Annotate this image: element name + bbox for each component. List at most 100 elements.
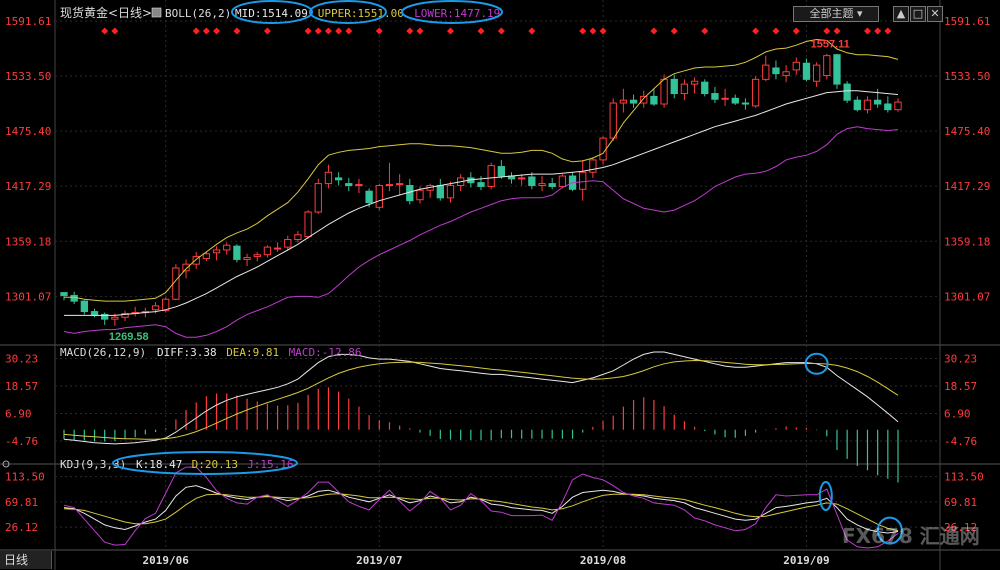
highlight-circle bbox=[804, 352, 829, 375]
up-arrow-button[interactable]: ▲ bbox=[893, 6, 909, 22]
kdj-tick-left: 113.50 bbox=[5, 471, 45, 484]
signal-marker bbox=[833, 27, 841, 35]
signal-marker bbox=[111, 27, 119, 35]
legend-lower: LOWER:1477.19 bbox=[414, 7, 500, 20]
close-button[interactable]: ✕ bbox=[927, 6, 943, 22]
candle-body bbox=[619, 99, 628, 104]
highlight-circle bbox=[309, 0, 387, 24]
kdj-k-line bbox=[63, 485, 899, 534]
macd-tick-left: 30.23 bbox=[5, 353, 38, 366]
candle-body bbox=[833, 54, 841, 85]
window-button[interactable]: □ bbox=[910, 6, 926, 22]
candle-body bbox=[192, 256, 200, 265]
price-tick-left: 1359.18 bbox=[5, 235, 51, 248]
candle-body bbox=[701, 81, 709, 95]
price-tick-left: 1533.50 bbox=[5, 70, 51, 83]
kdj-tick-left: 26.12 bbox=[5, 521, 38, 534]
legend-macd: MACD:-12.86 bbox=[289, 346, 362, 359]
settings-icon bbox=[2, 460, 10, 468]
candle-body bbox=[538, 183, 546, 187]
price-panel: 1557.11 1269.58 bbox=[60, 27, 902, 343]
signal-marker bbox=[335, 27, 343, 35]
signal-marker bbox=[446, 27, 454, 35]
candle-body bbox=[711, 93, 719, 100]
signal-marker bbox=[345, 27, 353, 35]
signal-marker bbox=[416, 27, 424, 35]
signal-marker bbox=[599, 27, 607, 35]
window-icon: □ bbox=[912, 7, 924, 20]
candle-body bbox=[731, 97, 739, 104]
candle-body bbox=[202, 253, 211, 259]
candle-body bbox=[233, 245, 241, 260]
macd-tick-left: -4.76 bbox=[5, 435, 38, 448]
candle-body bbox=[375, 185, 383, 208]
candle-body bbox=[60, 292, 68, 296]
candle-body bbox=[284, 239, 292, 248]
legends: 现货黄金<日线> BOLL(26,2) MID:1514.09 UPPER:1551.… bbox=[2, 0, 503, 475]
signal-marker bbox=[202, 27, 210, 35]
chevron-down-icon: ▾ bbox=[856, 7, 863, 20]
candle-body bbox=[121, 312, 129, 318]
macd-tick-right: -4.76 bbox=[944, 435, 977, 448]
candle-body bbox=[863, 99, 872, 111]
signal-marker bbox=[874, 27, 882, 35]
macd-tick-left: 6.90 bbox=[5, 407, 32, 420]
signal-marker bbox=[324, 27, 332, 35]
price-tick-right: 1533.50 bbox=[944, 70, 990, 83]
candle-body bbox=[823, 55, 831, 77]
kdj-tick-left: 69.81 bbox=[5, 496, 38, 509]
candle-body bbox=[212, 249, 221, 254]
price-tick-right: 1475.40 bbox=[944, 125, 990, 138]
candle-body bbox=[416, 189, 424, 201]
price-tick-right: 1591.61 bbox=[944, 15, 990, 28]
candle-body bbox=[548, 183, 556, 187]
price-annotation: 1269.58 bbox=[109, 331, 149, 343]
up-arrow-icon: ▲ bbox=[896, 7, 906, 20]
kdj-tick-right: 69.81 bbox=[944, 496, 977, 509]
candle-body bbox=[487, 165, 495, 187]
candle-body bbox=[884, 103, 892, 111]
price-annotation: 1557.11 bbox=[811, 39, 850, 51]
candle-body bbox=[263, 246, 272, 256]
candle-body bbox=[599, 137, 607, 161]
price-tick-left: 1475.40 bbox=[5, 125, 51, 138]
candle-body bbox=[518, 177, 526, 180]
watermark: FX678 汇通网 bbox=[842, 524, 980, 548]
signal-marker bbox=[406, 27, 414, 35]
symbol-title: 现货黄金<日线> bbox=[60, 5, 152, 20]
legend-d: D:20.13 bbox=[192, 458, 238, 471]
price-tick-left: 1301.07 bbox=[5, 290, 51, 303]
candle-body bbox=[395, 183, 404, 186]
candle-body bbox=[385, 184, 394, 187]
price-tick-right: 1417.29 bbox=[944, 180, 990, 193]
tab-daily[interactable]: 日线 bbox=[0, 551, 52, 569]
price-tick-left: 1417.29 bbox=[5, 180, 51, 193]
signal-marker bbox=[213, 27, 221, 35]
candle-body bbox=[253, 254, 261, 258]
candle-body bbox=[680, 83, 689, 95]
candle-body bbox=[497, 166, 505, 177]
signal-marker bbox=[823, 27, 831, 35]
candle-body bbox=[874, 99, 882, 105]
indicator-icon bbox=[151, 7, 162, 18]
signal-marker bbox=[752, 27, 760, 35]
axes: 1591.61 1591.61 1533.50 1533.50 1475.40 1475.… bbox=[5, 15, 990, 567]
candle-body bbox=[223, 244, 231, 251]
price-tick-right: 1301.07 bbox=[944, 290, 990, 303]
candle-body bbox=[690, 80, 699, 85]
candle-body bbox=[721, 97, 729, 100]
kdj-tick-right: 113.50 bbox=[944, 471, 984, 484]
candle-body bbox=[792, 61, 800, 71]
candle-body bbox=[101, 313, 109, 320]
candle-body bbox=[762, 64, 770, 80]
theme-dropdown[interactable]: 全部主题 ▾ bbox=[793, 6, 879, 22]
candle-body bbox=[528, 176, 536, 187]
candle-body bbox=[782, 71, 790, 77]
candle-body bbox=[579, 171, 587, 190]
macd-dea-line bbox=[63, 359, 899, 440]
signal-marker bbox=[589, 27, 597, 35]
boll-lower-line bbox=[63, 126, 899, 338]
signal-marker bbox=[772, 27, 780, 35]
signal-marker bbox=[192, 27, 200, 35]
candle-body bbox=[660, 78, 668, 105]
